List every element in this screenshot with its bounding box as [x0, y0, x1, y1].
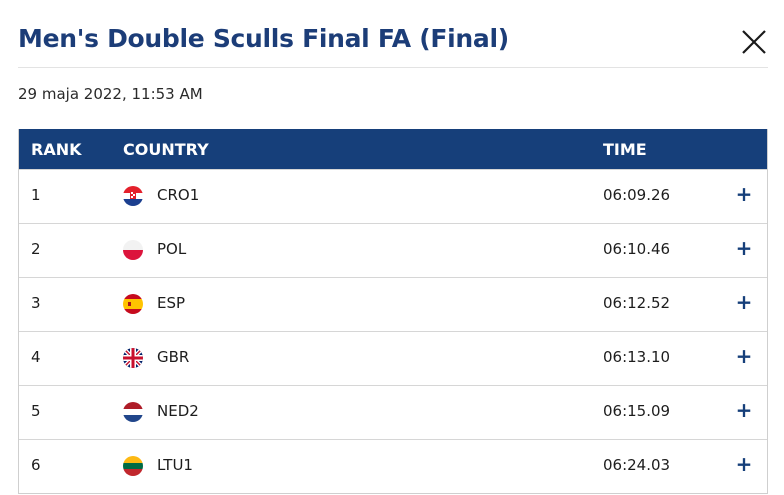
- time-cell: 06:09.26: [603, 186, 671, 204]
- country-cell: CRO1: [157, 186, 200, 204]
- table-row[interactable]: 3 ESP 06:12.52 +: [19, 277, 767, 331]
- lithuania-flag-icon: [123, 456, 143, 476]
- country-cell: ESP: [157, 294, 186, 312]
- croatia-flag-icon: [123, 186, 143, 206]
- expand-plus-icon[interactable]: +: [735, 182, 753, 206]
- expand-plus-icon[interactable]: +: [735, 398, 753, 422]
- rank-cell: 6: [31, 456, 41, 474]
- divider: [18, 67, 768, 68]
- expand-plus-icon[interactable]: +: [735, 290, 753, 314]
- page-title: Men's Double Sculls Final FA (Final): [18, 24, 509, 53]
- table-row[interactable]: 5 NED2 06:15.09 +: [19, 385, 767, 439]
- results-table: RANK COUNTRY TIME 1 CRO1 06:09.26 + 2: [18, 129, 768, 494]
- rank-cell: 4: [31, 348, 41, 366]
- uk-flag-icon: [123, 348, 143, 368]
- time-header: TIME: [603, 140, 647, 159]
- time-cell: 06:13.10: [603, 348, 671, 366]
- expand-plus-icon[interactable]: +: [735, 452, 753, 476]
- close-icon[interactable]: [740, 28, 768, 56]
- spain-flag-icon: [123, 294, 143, 314]
- close-button[interactable]: [740, 28, 768, 56]
- time-cell: 06:15.09: [603, 402, 671, 420]
- poland-flag-icon: [123, 240, 143, 260]
- rank-header: RANK: [31, 140, 82, 159]
- expand-plus-icon[interactable]: +: [735, 236, 753, 260]
- country-cell: GBR: [157, 348, 190, 366]
- rank-cell: 5: [31, 402, 41, 420]
- netherlands-flag-icon: [123, 402, 143, 422]
- country-cell: LTU1: [157, 456, 193, 474]
- race-date: 29 maja 2022, 11:53 AM: [18, 85, 203, 103]
- country-cell: POL: [157, 240, 187, 258]
- time-cell: 06:12.52: [603, 294, 671, 312]
- table-row[interactable]: 6 LTU1 06:24.03 +: [19, 439, 767, 493]
- time-cell: 06:24.03: [603, 456, 671, 474]
- time-cell: 06:10.46: [603, 240, 671, 258]
- country-cell: NED2: [157, 402, 199, 420]
- rank-cell: 2: [31, 240, 41, 258]
- country-header: COUNTRY: [123, 140, 209, 159]
- table-header: RANK COUNTRY TIME: [19, 129, 767, 169]
- expand-plus-icon[interactable]: +: [735, 344, 753, 368]
- rank-cell: 1: [31, 186, 41, 204]
- rank-cell: 3: [31, 294, 41, 312]
- table-row[interactable]: 4 GBR 06:13.10 +: [19, 331, 767, 385]
- table-row[interactable]: 2 POL 06:10.46 +: [19, 223, 767, 277]
- table-row[interactable]: 1 CRO1 06:09.26 +: [19, 169, 767, 223]
